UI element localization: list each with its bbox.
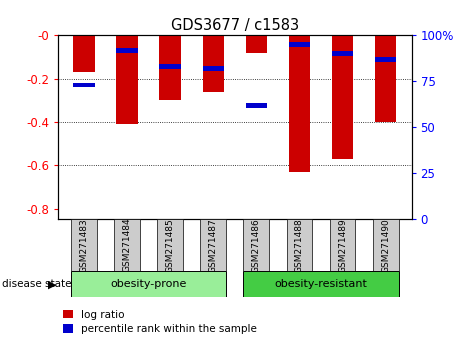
Bar: [71, 219, 97, 271]
Bar: [286, 219, 312, 271]
Bar: [244, 219, 269, 271]
Text: disease state: disease state: [2, 279, 72, 289]
Bar: [375, 35, 397, 122]
Text: GSM271485: GSM271485: [166, 218, 175, 273]
Text: GSM271488: GSM271488: [295, 218, 304, 273]
Bar: [159, 35, 181, 101]
Bar: [330, 219, 356, 271]
Bar: [116, 35, 138, 124]
Bar: [157, 219, 183, 271]
Text: GSM271484: GSM271484: [123, 218, 132, 273]
Bar: [373, 219, 399, 271]
Bar: [200, 219, 226, 271]
Bar: [246, 103, 267, 108]
Text: ▶: ▶: [48, 279, 56, 289]
Bar: [116, 48, 138, 52]
Title: GDS3677 / c1583: GDS3677 / c1583: [171, 18, 299, 33]
Bar: [332, 35, 353, 159]
Text: GSM271486: GSM271486: [252, 218, 261, 273]
Text: GSM271483: GSM271483: [80, 218, 88, 273]
Bar: [289, 35, 310, 172]
Bar: [73, 83, 95, 87]
Bar: [159, 64, 181, 69]
Bar: [375, 57, 397, 62]
Text: GSM271489: GSM271489: [338, 218, 347, 273]
Text: obesity-resistant: obesity-resistant: [275, 279, 367, 289]
Text: obesity-prone: obesity-prone: [111, 279, 187, 289]
Legend: log ratio, percentile rank within the sample: log ratio, percentile rank within the sa…: [63, 310, 257, 334]
Text: GSM271487: GSM271487: [209, 218, 218, 273]
Bar: [202, 66, 224, 71]
Text: GSM271490: GSM271490: [381, 218, 390, 273]
Bar: [332, 51, 353, 56]
Bar: [289, 42, 310, 47]
Bar: [244, 271, 399, 297]
Bar: [73, 35, 95, 72]
Bar: [246, 35, 267, 53]
Bar: [202, 35, 224, 92]
Bar: [71, 271, 226, 297]
Bar: [114, 219, 140, 271]
